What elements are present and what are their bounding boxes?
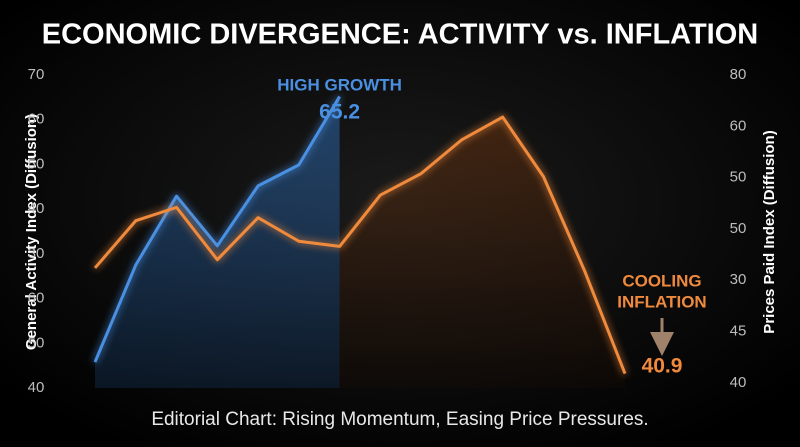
y2-axis-label: Prices Paid Index (Diffusion) — [761, 130, 778, 333]
y-tick-label: 30 — [28, 245, 45, 262]
data-label: 40.9 — [642, 355, 683, 378]
chart-title: ECONOMIC DIVERGENCE: ACTIVITY vs. INFLAT… — [42, 19, 758, 51]
y2-tick-label: 80 — [730, 66, 747, 83]
y2-tick-label: 60 — [730, 117, 747, 134]
caption: Editorial Chart: Rising Momentum, Easing… — [151, 409, 648, 430]
y2-tick-label: 50 — [730, 220, 747, 237]
activity-area — [95, 96, 340, 388]
y2-tick-label: 40 — [730, 374, 747, 391]
prices-line — [93, 115, 627, 375]
y2-tick-label: 30 — [730, 271, 747, 288]
y-tick-label: 70 — [28, 66, 45, 83]
annotation: COOLING — [622, 271, 701, 290]
prices-area — [339, 117, 625, 388]
annotation: INFLATION — [617, 292, 706, 311]
activity-line — [93, 95, 341, 363]
data-label: 65.2 — [319, 101, 360, 124]
y-tick-label: 50 — [28, 155, 45, 172]
y-tick-label: 40 — [28, 379, 45, 396]
annotation: HIGH GROWTH — [277, 75, 402, 94]
y2-tick-label: 45 — [730, 323, 747, 340]
y-axis-label: General Activity Index (Diffusion) — [23, 114, 40, 350]
y-tick-label: 60 — [28, 111, 45, 128]
y-tick-label: 40 — [28, 200, 45, 217]
y2-tick-label: 50 — [730, 169, 747, 186]
y-tick-label: 50 — [28, 334, 45, 351]
y-tick-label: 60 — [28, 290, 45, 307]
